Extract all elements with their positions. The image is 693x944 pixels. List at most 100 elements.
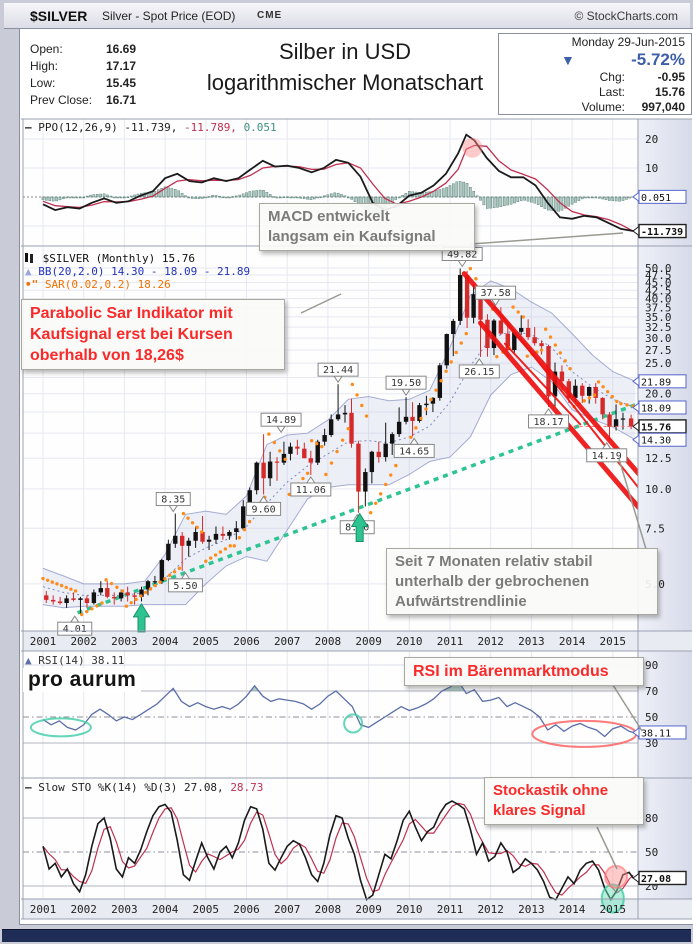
svg-text:50: 50 (645, 711, 658, 724)
low-label: Low: (30, 76, 56, 90)
svg-text:2010: 2010 (396, 903, 423, 916)
highlight-teal (343, 713, 364, 734)
callout-pointer-line (596, 826, 618, 870)
ppo-legend-signal: -11.789, (183, 121, 237, 134)
axis-value-box (632, 432, 687, 447)
price-callout (57, 615, 93, 636)
price-panel (41, 266, 638, 617)
bollinger-icon: ▲ (25, 265, 32, 278)
svg-text:2004: 2004 (152, 635, 179, 648)
highlight-teal (29, 717, 92, 738)
price-callout (475, 285, 517, 307)
volume-value: 997,040 (641, 99, 685, 114)
callout-pointer-line (470, 232, 624, 245)
svg-text:20: 20 (645, 133, 658, 146)
svg-text:70: 70 (645, 685, 658, 698)
svg-text:42.5: 42.5 (645, 284, 672, 297)
bollinger-legend: ▲ BB(20,2.0) 14.30 - 18.09 - 21.89 (25, 265, 250, 278)
svg-text:49.82: 49.82 (447, 249, 477, 260)
svg-text:12.5: 12.5 (645, 452, 672, 465)
annotation-trendline-break: Seit 7 Monaten relativ stabil unterhalb … (386, 548, 658, 616)
svg-text:21.44: 21.44 (323, 365, 353, 376)
svg-text:45.0: 45.0 (645, 276, 672, 289)
title-line2: logarithmischer Monatschart (206, 70, 484, 95)
price-callout (317, 362, 359, 384)
svg-text:18.17: 18.17 (533, 417, 563, 428)
sto-swatch-icon: — (25, 781, 32, 794)
svg-text:2002: 2002 (70, 635, 97, 648)
svg-text:10.0: 10.0 (645, 483, 672, 496)
svg-text:2004: 2004 (152, 903, 179, 916)
svg-text:10: 10 (645, 162, 658, 175)
high-label: High: (30, 59, 59, 73)
axis-value-box (632, 374, 687, 389)
price-callout (260, 412, 302, 434)
svg-text:2012: 2012 (477, 635, 504, 648)
sar-icon: •" (25, 278, 39, 291)
svg-text:2006: 2006 (233, 635, 260, 648)
svg-text:35.0: 35.0 (645, 311, 672, 324)
svg-text:7.5: 7.5 (645, 522, 665, 535)
bottom-bar (2, 929, 691, 942)
svg-text:14.19: 14.19 (592, 451, 622, 462)
highlight-pink (604, 864, 629, 889)
svg-text:5.50: 5.50 (173, 581, 197, 592)
chart-canvas-area: 20104.018.355.509.6014.8911.0621.448.401… (19, 28, 693, 925)
svg-text:14.30: 14.30 (641, 436, 671, 447)
svg-text:20.0: 20.0 (645, 388, 672, 401)
axis-value-box (632, 189, 687, 204)
down-arrow-icon: ▼ (561, 51, 575, 68)
svg-text:30: 30 (645, 737, 658, 750)
chg-value: -0.95 (657, 69, 685, 84)
svg-text:2011: 2011 (437, 635, 464, 648)
axis-value-box (632, 870, 687, 886)
quote-info-box: Monday 29-Jun-2015 ▼ -5.72% Chg: -0.95 Las… (498, 33, 692, 115)
svg-text:27.08: 27.08 (641, 874, 671, 885)
svg-text:11.06: 11.06 (296, 485, 326, 496)
svg-text:2013: 2013 (518, 635, 545, 648)
callout-pointer-line (618, 458, 647, 550)
svg-text:2009: 2009 (355, 635, 382, 648)
svg-text:15.76: 15.76 (641, 422, 671, 433)
sto-legend-main: Slow STO %K(14) %D(3) 27.08, (38, 781, 224, 794)
exchange-label: CME (257, 10, 283, 21)
svg-text:38.11: 38.11 (641, 728, 671, 739)
buy-arrow-icon (132, 602, 151, 633)
svg-text:2011: 2011 (437, 903, 464, 916)
svg-text:2007: 2007 (274, 635, 301, 648)
svg-text:2008: 2008 (315, 903, 342, 916)
svg-text:2009: 2009 (355, 903, 382, 916)
buy-arrow-icon (350, 512, 369, 543)
svg-text:50.0: 50.0 (645, 262, 672, 275)
price-callout (527, 407, 569, 429)
rsi-icon: ▲ (25, 654, 32, 667)
price-callout (393, 437, 435, 458)
svg-text:-11.739: -11.739 (641, 227, 683, 238)
ppo-swatch-icon: — (25, 121, 32, 134)
chg-label: Chg: (599, 69, 625, 84)
axis-value-box (632, 419, 687, 434)
ppo-legend-hist: 0.051 (243, 121, 277, 134)
svg-text:0.051: 0.051 (641, 193, 671, 204)
rsi-legend-text: RSI(14) 38.11 (38, 654, 125, 667)
svg-text:2013: 2013 (518, 903, 545, 916)
ppo-legend-main: PPO(12,26,9) -11.739, (38, 121, 178, 134)
svg-text:19.50: 19.50 (391, 378, 421, 389)
last-value: 15.76 (654, 84, 685, 99)
svg-text:40.0: 40.0 (645, 293, 672, 306)
svg-text:30.0: 30.0 (645, 332, 672, 345)
svg-text:90: 90 (645, 659, 658, 672)
axis-value-box (632, 725, 687, 740)
svg-text:2015: 2015 (600, 903, 627, 916)
price-callout (167, 571, 203, 593)
callout-pointer-line (612, 684, 643, 732)
percent-change: -5.72% (631, 49, 685, 69)
copyright: © StockCharts.com (574, 9, 678, 23)
open-label: Open: (30, 42, 63, 56)
price-legend-text: $SILVER (Monthly) 15.76 (42, 252, 195, 265)
sto-legend-d: 28.73 (230, 781, 264, 794)
svg-text:27.5: 27.5 (645, 344, 672, 357)
svg-text:2010: 2010 (396, 635, 423, 648)
svg-text:14.65: 14.65 (399, 446, 429, 457)
page-title: Silber in USD logarithmischer Monatschar… (170, 39, 520, 96)
